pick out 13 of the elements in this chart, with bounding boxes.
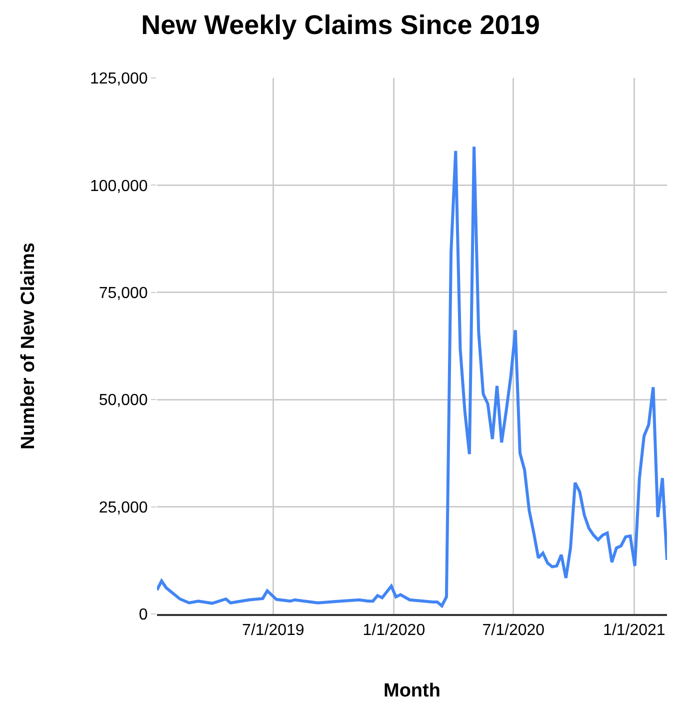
x-axis-title: Month	[384, 680, 440, 702]
y-tick-label: 100,000	[90, 178, 148, 195]
y-tick-label: 0	[138, 606, 148, 624]
y-axis-title: Number of New Claims	[18, 242, 39, 450]
x-tick-label: 1/1/2021	[603, 622, 666, 640]
x-tick-label: 7/1/2019	[242, 622, 304, 640]
y-tick-label: 75,000	[98, 285, 148, 302]
y-tick-label: 125,000	[90, 70, 148, 88]
x-tick-label: 7/1/2020	[482, 622, 545, 640]
y-tick-label: 25,000	[98, 499, 148, 516]
chart-title: New Weekly Claims Since 2019	[141, 10, 540, 40]
y-tick-label: 50,000	[98, 392, 148, 410]
x-tick-label: 1/1/2020	[362, 622, 426, 640]
